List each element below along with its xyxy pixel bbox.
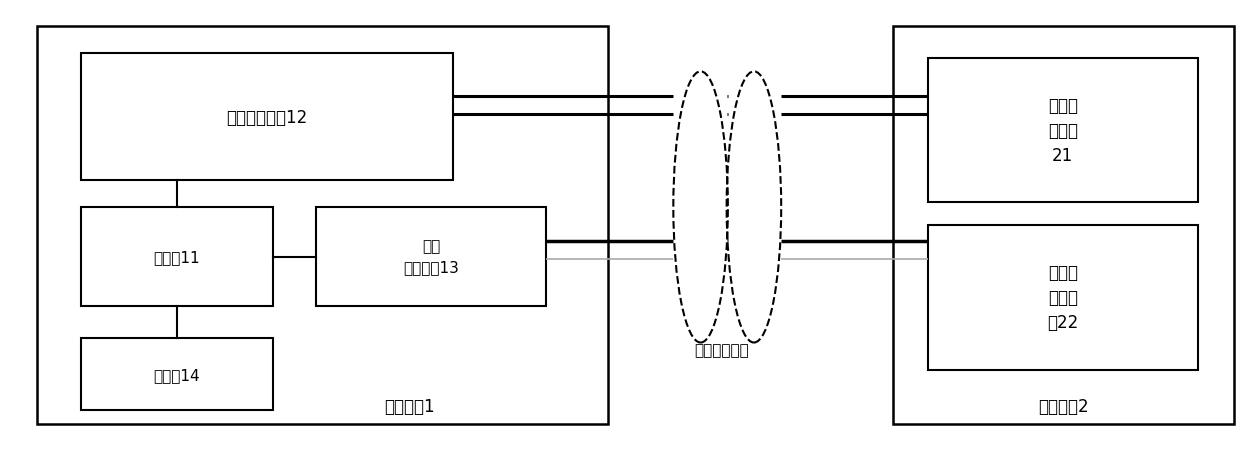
Text: 设备主体1: 设备主体1: [384, 397, 434, 415]
FancyBboxPatch shape: [37, 27, 608, 424]
FancyBboxPatch shape: [316, 207, 546, 307]
Text: 控制器11: 控制器11: [154, 249, 200, 265]
FancyBboxPatch shape: [81, 54, 453, 180]
Text: 标识
访问模块13: 标识 访问模块13: [403, 239, 459, 275]
FancyBboxPatch shape: [928, 226, 1198, 370]
Text: 标识与
存储电
路22: 标识与 存储电 路22: [1047, 264, 1079, 331]
Text: 超声探头接口: 超声探头接口: [694, 343, 749, 358]
FancyBboxPatch shape: [81, 338, 273, 410]
Text: 超声探头2: 超声探头2: [1039, 397, 1089, 415]
Text: 功率输出电路12: 功率输出电路12: [226, 108, 308, 126]
FancyBboxPatch shape: [928, 59, 1198, 203]
FancyBboxPatch shape: [893, 27, 1234, 424]
Text: 数据库14: 数据库14: [154, 367, 200, 382]
FancyBboxPatch shape: [81, 207, 273, 307]
Text: 超声波
换能器
21: 超声波 换能器 21: [1048, 97, 1078, 165]
